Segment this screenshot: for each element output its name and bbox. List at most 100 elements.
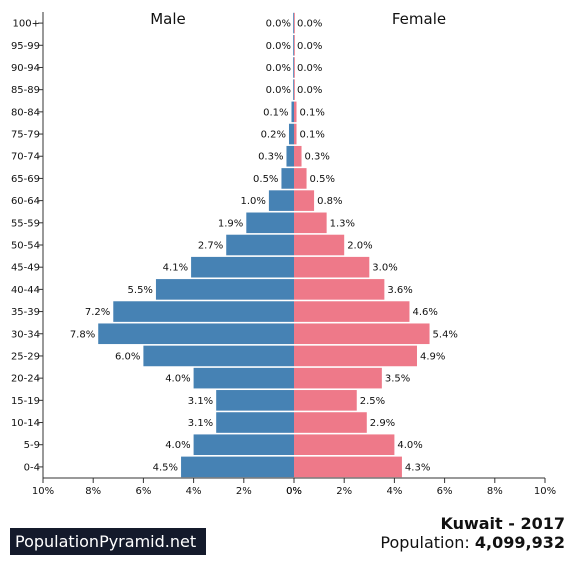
age-group-label: 100+ xyxy=(13,19,40,30)
bar-female-55-59 xyxy=(294,212,327,234)
age-group-label: 60-64 xyxy=(11,196,40,207)
bar-male-40-44 xyxy=(155,279,294,300)
bar-female-40-44 xyxy=(294,279,385,300)
value-label-female: 0.0% xyxy=(297,63,322,74)
value-label-female: 3.0% xyxy=(372,263,397,274)
value-label-male: 0.5% xyxy=(253,174,278,185)
bar-male-20-24 xyxy=(193,367,294,389)
bar-female-30-34 xyxy=(294,323,430,345)
population-line: Population: 4,099,932 xyxy=(380,533,565,552)
value-label-male: 4.1% xyxy=(163,263,188,274)
age-group-label: 95-99 xyxy=(11,41,40,52)
bar-female-80-84 xyxy=(294,101,297,123)
bar-male-0-4 xyxy=(181,456,294,478)
bar-male-85-89 xyxy=(293,79,294,100)
value-label-male: 4.0% xyxy=(165,374,190,385)
value-label-female: 0.1% xyxy=(300,107,325,118)
value-label-female: 2.5% xyxy=(360,396,385,407)
value-label-female: 0.8% xyxy=(317,196,342,207)
x-tick-label-right: 2% xyxy=(336,486,352,497)
bar-female-15-19 xyxy=(294,390,357,411)
value-label-male: 7.8% xyxy=(70,329,95,340)
bar-female-20-24 xyxy=(294,367,382,389)
bar-female-45-49 xyxy=(294,256,370,278)
value-label-female: 3.6% xyxy=(387,285,412,296)
value-label-female: 5.4% xyxy=(433,329,458,340)
value-label-female: 0.0% xyxy=(297,41,322,52)
age-group-label: 85-89 xyxy=(11,85,40,96)
bar-female-75-79 xyxy=(294,123,297,145)
age-group-label: 80-84 xyxy=(11,107,40,118)
age-group-label: 75-79 xyxy=(11,130,40,141)
bar-male-25-29 xyxy=(143,345,294,367)
bar-male-30-34 xyxy=(98,323,294,345)
value-label-female: 0.5% xyxy=(310,174,335,185)
value-label-female: 4.0% xyxy=(397,440,422,451)
age-group-label: 50-54 xyxy=(11,241,40,252)
bar-female-60-64 xyxy=(294,190,315,211)
value-label-female: 3.5% xyxy=(385,374,410,385)
bar-female-10-14 xyxy=(294,412,367,433)
value-label-male: 3.1% xyxy=(188,418,213,429)
x-tick-label-left: 6% xyxy=(135,486,151,497)
bar-male-5-9 xyxy=(193,434,294,456)
value-label-male: 0.3% xyxy=(258,152,283,163)
x-tick-label-left: 8% xyxy=(85,486,101,497)
x-tick-label-left: 2% xyxy=(236,486,252,497)
bar-female-100+ xyxy=(294,12,295,34)
bar-male-80-84 xyxy=(291,101,294,123)
x-tick-label-left: 4% xyxy=(186,486,202,497)
value-label-male: 6.0% xyxy=(115,351,140,362)
bar-male-10-14 xyxy=(216,412,294,433)
bar-female-0-4 xyxy=(294,456,402,478)
bar-female-25-29 xyxy=(294,345,417,367)
value-label-male: 4.0% xyxy=(165,440,190,451)
age-group-label: 90-94 xyxy=(11,63,40,74)
value-label-female: 0.0% xyxy=(297,85,322,96)
population-value: 4,099,932 xyxy=(474,533,565,552)
x-tick-label-left: 0% xyxy=(286,486,302,497)
bar-male-35-39 xyxy=(113,301,294,322)
value-label-male: 1.0% xyxy=(240,196,265,207)
value-label-female: 0.1% xyxy=(300,130,325,141)
value-label-male: 0.2% xyxy=(261,130,286,141)
age-group-label: 25-29 xyxy=(11,351,40,362)
bar-female-35-39 xyxy=(294,301,410,322)
age-group-label: 40-44 xyxy=(11,285,40,296)
value-label-female: 2.0% xyxy=(347,241,372,252)
bar-male-60-64 xyxy=(268,190,294,211)
age-group-label: 0-4 xyxy=(24,462,40,473)
bar-female-5-9 xyxy=(294,434,395,456)
age-group-label: 65-69 xyxy=(11,174,40,185)
bar-male-95-99 xyxy=(293,34,294,56)
value-label-female: 0.0% xyxy=(297,19,322,30)
value-label-female: 4.6% xyxy=(412,307,437,318)
bar-female-95-99 xyxy=(294,34,295,56)
bar-female-65-69 xyxy=(294,168,307,189)
bar-female-85-89 xyxy=(294,79,295,100)
legend-female: Female xyxy=(392,10,446,28)
value-label-female: 2.9% xyxy=(370,418,395,429)
bar-female-70-74 xyxy=(294,145,302,167)
value-label-female: 1.3% xyxy=(330,218,355,229)
value-label-male: 0.0% xyxy=(266,41,291,52)
value-label-female: 0.3% xyxy=(305,152,330,163)
bar-female-90-94 xyxy=(294,57,295,78)
bar-male-100+ xyxy=(293,12,294,34)
bar-male-15-19 xyxy=(216,390,294,411)
bar-male-70-74 xyxy=(286,145,294,167)
value-label-female: 4.9% xyxy=(420,351,445,362)
x-tick-label-right: 4% xyxy=(386,486,402,497)
x-tick-label-right: 10% xyxy=(534,486,556,497)
age-group-label: 30-34 xyxy=(11,329,40,340)
brand-logo-link[interactable]: PopulationPyramid.net xyxy=(10,528,206,555)
legend-male: Male xyxy=(150,10,186,28)
value-label-male: 1.9% xyxy=(218,218,243,229)
bar-male-55-59 xyxy=(246,212,294,234)
x-tick-label-right: 6% xyxy=(437,486,453,497)
value-label-female: 4.3% xyxy=(405,462,430,473)
age-group-label: 20-24 xyxy=(11,374,40,385)
value-label-male: 0.0% xyxy=(266,63,291,74)
age-group-label: 15-19 xyxy=(11,396,40,407)
bar-male-50-54 xyxy=(226,234,294,256)
